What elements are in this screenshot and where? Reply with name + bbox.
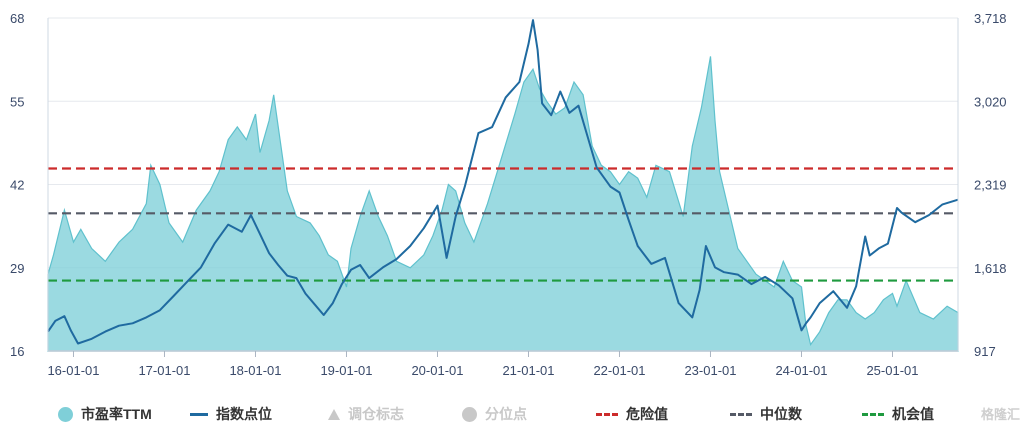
legend-item-pe-ttm[interactable]: 市盈率TTM	[58, 404, 152, 424]
x-tick-label: 17-01-01	[138, 363, 190, 378]
legend-label: 危险值	[626, 406, 668, 422]
legend-label: 中位数	[760, 406, 802, 422]
y-right-tick-label: 1,618	[974, 261, 1007, 276]
legend: 市盈率TTM 指数点位 调仓标志 分位点 危险值 中位数 机会值	[0, 398, 1026, 430]
dashed-line-icon	[596, 412, 618, 416]
legend-item-danger[interactable]: 危险值	[596, 404, 668, 424]
legend-item-rebalance[interactable]: 调仓标志	[328, 404, 404, 424]
axes: 68 3,718 55 3,020 42 2,319 29 1,618 16 917 16-01-0…	[10, 11, 1007, 378]
legend-label: 调仓标志	[348, 406, 404, 422]
legend-item-index[interactable]: 指数点位	[190, 404, 272, 424]
y-right-tick-label: 2,319	[974, 178, 1007, 193]
legend-item-opportunity[interactable]: 机会值	[862, 404, 934, 424]
legend-label: 机会值	[892, 406, 934, 422]
y-left-tick-label: 68	[10, 11, 24, 26]
y-left-tick-label: 42	[10, 178, 24, 193]
legend-item-percentile[interactable]: 分位点	[462, 404, 527, 424]
y-right-tick-label: 3,718	[974, 11, 1007, 26]
reference-lines	[48, 167, 958, 282]
x-tick-label: 19-01-01	[320, 363, 372, 378]
legend-label: 分位点	[485, 406, 527, 422]
x-tick-label: 20-01-01	[411, 363, 463, 378]
circle-icon	[462, 406, 477, 422]
x-tick-label: 18-01-01	[229, 363, 281, 378]
watermark: 格隆汇	[980, 407, 1020, 422]
y-left-tick-label: 29	[10, 261, 24, 276]
triangle-icon	[328, 408, 340, 420]
y-left-tick-label: 16	[10, 344, 24, 359]
dashed-line-icon	[730, 412, 752, 416]
legend-item-median[interactable]: 中位数	[730, 404, 802, 424]
chart: 68 3,718 55 3,020 42 2,319 29 1,618 16 917 16-01-0…	[10, 11, 1007, 378]
x-tick-label: 22-01-01	[593, 363, 645, 378]
legend-label: 市盈率TTM	[81, 406, 152, 422]
line-icon	[190, 412, 208, 416]
y-right-tick-label: 3,020	[974, 94, 1007, 109]
dashed-line-icon	[862, 412, 884, 416]
x-tick-label: 25-01-01	[866, 363, 918, 378]
x-tick-label: 23-01-01	[684, 363, 736, 378]
legend-label: 指数点位	[216, 406, 272, 422]
pe-ttm-area-path	[47, 56, 959, 352]
x-tick-label: 24-01-01	[775, 363, 827, 378]
x-tick-label: 21-01-01	[502, 363, 554, 378]
circle-icon	[58, 406, 73, 422]
pe-ttm-area	[47, 56, 959, 352]
y-left-tick-label: 55	[10, 94, 24, 109]
y-right-tick-label: 917	[974, 344, 996, 359]
x-tick-label: 16-01-01	[47, 363, 99, 378]
index-line-path	[47, 19, 959, 345]
index-line	[47, 19, 959, 345]
